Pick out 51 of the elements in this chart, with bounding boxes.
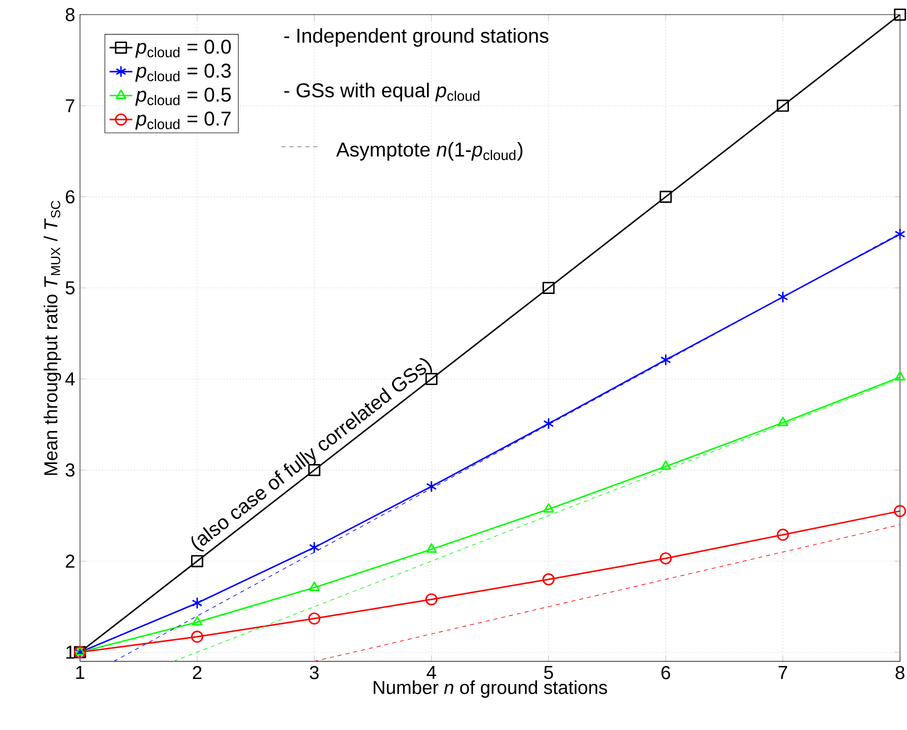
legend-label: p$_{cloud}$ = 0.5 — [135, 88, 231, 106]
y-tick-label: 8 — [66, 8, 74, 22]
y-tick-label: 6 — [66, 190, 74, 204]
point — [660, 552, 672, 564]
annotation: Asymptote n(1-p$_{cloud}$) — [336, 142, 522, 161]
x-tick-label: 4 — [426, 666, 436, 679]
point — [425, 593, 438, 606]
point — [660, 354, 672, 366]
point — [308, 612, 320, 625]
x-tick-label: 3 — [310, 666, 319, 680]
point — [192, 616, 202, 626]
y-tick-label: 5 — [66, 281, 75, 294]
point — [778, 290, 788, 304]
point — [543, 418, 554, 430]
x-axis-title: Number n of ground stations — [374, 680, 608, 698]
point — [191, 555, 204, 568]
point — [192, 596, 202, 610]
point — [542, 282, 555, 294]
y-tick-label: 3 — [66, 463, 74, 477]
point — [543, 503, 554, 513]
point — [894, 371, 906, 381]
point — [894, 228, 906, 240]
point — [426, 480, 437, 493]
point — [660, 190, 672, 203]
legend-label: p$_{cloud}$ = 0.7 — [135, 112, 231, 130]
legend-label: p$_{cloud}$ = 0.3 — [135, 64, 231, 82]
legend-label: p$_{cloud}$ = 0.0 — [135, 40, 231, 58]
point — [426, 543, 437, 553]
y-axis-title: Mean throughput ratio T$_{MUX}$ / T$_{SC}$ — [44, 200, 62, 475]
annotation: - Independent ground stations — [284, 28, 548, 47]
y-tick-label: 4 — [65, 372, 75, 386]
point — [776, 528, 789, 541]
x-tick-label: 2 — [192, 666, 202, 680]
point — [74, 646, 86, 656]
point — [776, 100, 789, 112]
point — [308, 581, 320, 591]
annotation: - GSs with equal p$_{cloud}$ — [284, 82, 480, 102]
x-tick-label: 5 — [544, 666, 553, 680]
point — [542, 573, 555, 586]
point — [308, 541, 320, 554]
x-tick-label: 7 — [778, 666, 788, 679]
x-tick-label: 8 — [896, 666, 904, 680]
y-tick-label: 2 — [66, 554, 74, 568]
y-tick-label: 7 — [66, 99, 74, 112]
x-tick-label: 1 — [76, 666, 84, 679]
point — [894, 504, 906, 518]
point — [191, 630, 204, 643]
point — [660, 460, 672, 470]
x-tick-label: 6 — [661, 666, 670, 680]
point — [894, 8, 906, 21]
point — [778, 416, 788, 426]
